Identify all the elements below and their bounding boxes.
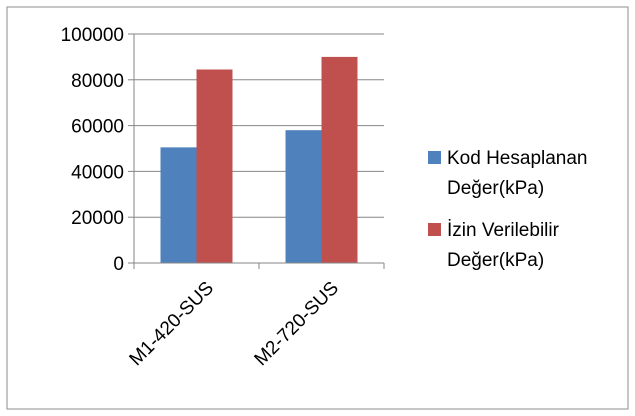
bars	[160, 56, 358, 264]
legend-swatch-2	[428, 223, 441, 236]
legend-swatch-1	[428, 151, 441, 164]
bar-m1-420-sus-series-2	[196, 69, 233, 264]
y-tick-label: 80000	[71, 71, 124, 92]
bar-m2-720-sus-series-2	[321, 56, 358, 264]
y-tick-label: 20000	[71, 208, 124, 229]
y-tick-labels: 0 20000 40000 60000 80000 100000	[61, 25, 124, 275]
axes	[133, 34, 385, 269]
y-tick-label: 0	[113, 254, 124, 275]
bar-m1-420-sus-series-1	[160, 147, 197, 263]
legend-label-2: İzin Verilebilir Değer(kPa)	[447, 220, 560, 271]
legend: Kod Hesaplanan Değer(kPa) İzin Verilebilir…	[428, 148, 588, 271]
y-tick-label: 40000	[71, 162, 124, 183]
legend-label-1: Kod Hesaplanan Değer(kPa)	[447, 148, 588, 199]
y-tick-label: 60000	[71, 117, 124, 138]
y-tick-label: 100000	[61, 25, 124, 46]
bar-m2-720-sus-series-1	[285, 130, 322, 263]
